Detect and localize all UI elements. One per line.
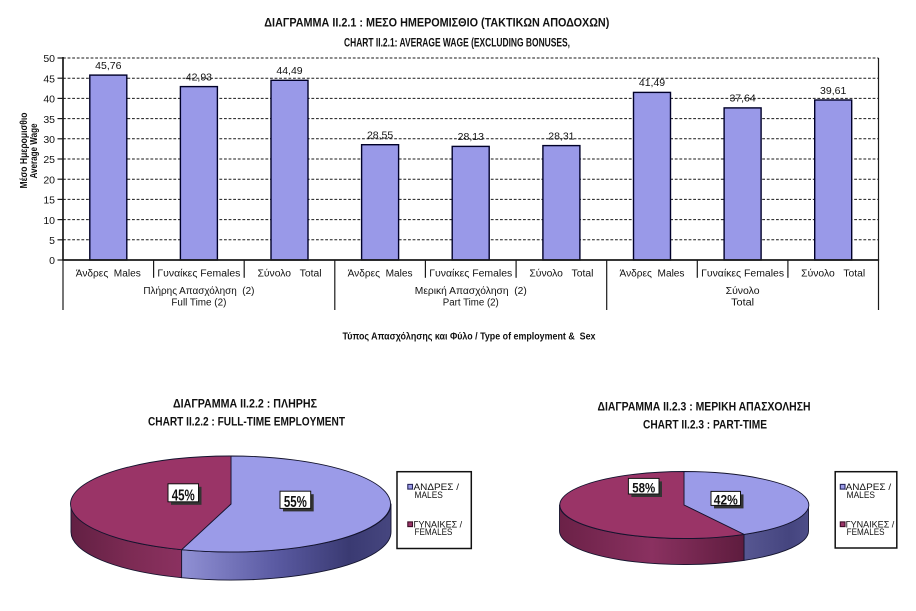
svg-text:55%: 55% [284,494,307,511]
svg-text:ΔΙΑΓΡΑΜΜΑ II.2.2 : ΠΛΗΡΗΣ: ΔΙΑΓΡΑΜΜΑ II.2.2 : ΠΛΗΡΗΣ [173,399,317,411]
svg-text:15: 15 [43,195,55,207]
svg-text:Γυναίκες Females: Γυναίκες Females [701,268,784,280]
svg-text:Άνδρες Males: Άνδρες Males [76,269,141,280]
svg-text:Σύνολο: Σύνολο [726,285,760,297]
svg-text:Total: Total [731,298,754,309]
svg-text:ΑΝΔΡΕΣ /: ΑΝΔΡΕΣ / [846,482,892,493]
svg-text:MALES: MALES [415,490,443,501]
svg-text:10: 10 [43,215,55,227]
svg-text:Full Time (2): Full Time (2) [171,298,226,309]
svg-text:ΓΥΝΑΙΚΕΣ /: ΓΥΝΑΙΚΕΣ / [846,520,895,531]
svg-text:45%: 45% [172,487,195,504]
svg-text:39,61: 39,61 [820,85,846,97]
svg-text:28,55: 28,55 [367,130,393,142]
svg-text:41,49: 41,49 [639,77,665,89]
svg-text:40: 40 [43,94,55,106]
svg-text:FEMALES: FEMALES [847,527,885,538]
svg-text:Μέσο Ημερομισθιο: Μέσο Ημερομισθιο [19,113,30,189]
svg-text:44,49: 44,49 [276,65,302,77]
svg-text:ΓΥΝΑΙΚΕΣ /: ΓΥΝΑΙΚΕΣ / [414,520,463,531]
svg-text:ΔΙΑΓΡΑΜΜΑ II.2.3 : ΜΕΡΙΚΗ ΑΠΑΣ: ΔΙΑΓΡΑΜΜΑ II.2.3 : ΜΕΡΙΚΗ ΑΠΑΣΧΟΛΗΣΗ [598,402,811,414]
svg-text:Γυναίκες Females: Γυναίκες Females [157,268,240,280]
svg-text:Σύνολο Total: Σύνολο Total [258,268,322,280]
svg-text:CHART II.2.3 : PART-TIME: CHART II.2.3 : PART-TIME [643,420,767,432]
svg-text:28,31: 28,31 [548,130,574,142]
svg-text:Σύνολο Total: Σύνολο Total [801,268,865,280]
svg-text:Τύπος Απασχόλησης και Φύλο / T: Τύπος Απασχόλησης και Φύλο / Type of emp… [343,332,596,343]
svg-text:CHART II.2.2 : FULL-TIME EMPLO: CHART II.2.2 : FULL-TIME EMPLOYMENT [148,417,345,429]
svg-text:MALES: MALES [847,490,875,501]
svg-text:0: 0 [49,255,55,267]
svg-text:35: 35 [43,114,55,126]
svg-text:Άνδρες Males: Άνδρες Males [620,269,685,280]
svg-text:Σύνολο Total: Σύνολο Total [529,268,593,280]
svg-text:42%: 42% [714,492,738,507]
svg-text:Μερική Απασχόληση (2): Μερική Απασχόληση (2) [415,285,527,297]
svg-text:42,93: 42,93 [186,71,212,83]
svg-text:37,64: 37,64 [729,93,755,105]
svg-text:Πλήρης Απασχόληση (2): Πλήρης Απασχόληση (2) [143,285,254,297]
svg-text:Γυναίκες Females: Γυναίκες Females [429,268,512,280]
svg-text:45: 45 [43,73,55,85]
svg-text:FEMALES: FEMALES [415,527,453,538]
svg-text:30: 30 [43,134,55,146]
svg-text:Part Time (2): Part Time (2) [443,298,499,309]
svg-text:ΑΝΔΡΕΣ /: ΑΝΔΡΕΣ / [414,482,460,493]
svg-text:45,76: 45,76 [95,60,121,72]
svg-text:5: 5 [49,235,55,247]
svg-text:50: 50 [43,53,55,65]
svg-text:25: 25 [43,154,55,166]
svg-text:58%: 58% [632,480,655,496]
svg-text:Άνδρες Males: Άνδρες Males [348,269,413,280]
svg-text:CHART II.2.1: AVERAGE WAGE (EX: CHART II.2.1: AVERAGE WAGE (EXCLUDING BO… [344,36,570,50]
svg-text:ΔΙΑΓΡΑΜΜΑ II.2.1 : ΜΕΣΟ ΗΜΕΡΟΜ: ΔΙΑΓΡΑΜΜΑ II.2.1 : ΜΕΣΟ ΗΜΕΡΟΜΙΣΘΙΟ (ΤΑΚ… [264,16,609,30]
svg-text:28,13: 28,13 [458,131,484,143]
svg-text:20: 20 [43,174,55,186]
svg-text:Average Wage: Average Wage [29,123,40,178]
